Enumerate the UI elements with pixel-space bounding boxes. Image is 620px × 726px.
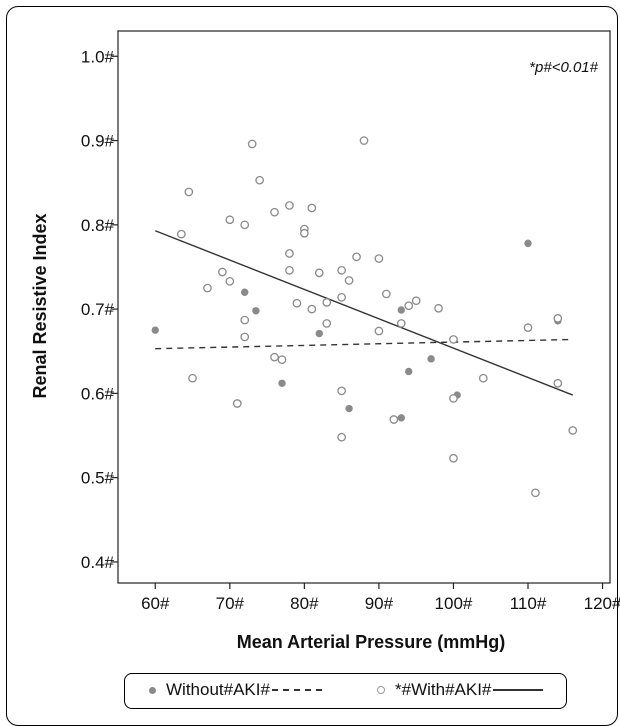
open-data-point [285,265,294,275]
y-tick-label: 1.0# [81,47,115,66]
legend-label: Without#AKI# [166,680,270,699]
open-data-point [232,399,242,408]
data-points [151,136,578,498]
x-tick-label: 80# [290,594,319,613]
open-data-point [449,453,458,463]
open-data-point [322,319,332,328]
filled-data-point [397,414,405,422]
open-data-point [240,315,250,325]
significance-annotation: *p#<0.01# [529,59,598,76]
open-data-point [344,276,354,285]
open-data-point [218,267,227,277]
dashed-trend-line [155,338,573,350]
y-tick-label: 0.4# [81,553,115,572]
y-tick-label: 0.6# [81,384,115,403]
open-data-point [307,203,317,213]
open-data-point [300,228,309,238]
open-data-point [553,378,563,388]
filled-data-point [315,329,323,338]
y-tick-label: 0.5# [81,469,115,488]
open-data-point [449,335,458,344]
open-circle-marker-icon [377,686,385,694]
y-axis-title: Renal Resistive Index [30,213,50,398]
legend-label: *#With#AKI# [395,680,492,699]
open-data-point [478,373,488,383]
open-data-point [270,207,279,217]
legend-item-with-aki: *#With#AKI# [377,680,544,700]
open-data-point [434,303,443,313]
open-data-point [523,323,533,332]
open-data-point [396,319,406,328]
open-data-point [553,314,563,323]
filled-data-point [397,306,405,314]
open-data-point [337,432,346,442]
open-data-point [337,292,346,302]
y-axis-ticks: 0.4# 0.5# 0.6# 0.7# 0.8# 0.9# 1.0# [81,47,118,572]
open-data-point [184,187,194,197]
open-data-point [568,426,578,435]
dashed-line-icon [271,689,322,691]
filled-data-point [278,379,286,387]
open-data-point [203,283,212,293]
filled-data-point [427,355,435,363]
open-data-point [240,220,250,230]
open-data-point [374,254,384,263]
y-tick-label: 0.7# [81,300,115,319]
x-tick-label: 70# [216,594,245,613]
open-data-point [292,298,302,308]
scatter-chart: 0.4# 0.5# 0.6# 0.7# 0.8# 0.9# 1.0# 60# 70# 80# 90… [30,30,620,652]
open-data-point [337,386,346,396]
trend-lines [155,230,573,396]
filled-circle-marker-icon [149,686,156,694]
open-data-point [337,265,346,275]
x-tick-label: 120# [584,594,620,613]
y-tick-label: 0.8# [81,216,115,235]
open-data-point [374,326,384,336]
open-data-point [404,301,414,311]
open-data-point [225,276,235,286]
open-data-point [531,488,540,498]
open-data-point [188,373,197,383]
filled-data-point [151,326,159,334]
open-data-point [270,352,279,362]
legend-item-without-aki: Without#AKI# [149,680,322,700]
solid-trend-line [155,230,573,396]
open-data-point [255,175,264,185]
open-data-point [322,298,332,307]
open-data-point [352,252,361,262]
filled-data-point [405,367,413,376]
open-data-point [382,289,391,299]
x-axis-title: Mean Arterial Pressure (mmHg) [237,632,505,652]
open-data-point [277,355,287,365]
open-data-point [285,201,294,210]
x-tick-label: 110# [510,594,547,613]
open-data-point [225,215,235,225]
x-tick-label: 90# [365,594,394,613]
open-data-point [240,332,250,342]
open-data-point [359,136,369,145]
open-data-point [285,249,294,258]
filled-data-point [524,239,532,248]
filled-data-point [241,288,249,296]
open-data-point [177,229,186,239]
open-data-point [314,268,324,278]
x-axis-ticks: 60# 70# 80# 90# 100# 110# 120# [141,583,620,613]
legend: Without#AKI# *#With#AKI# [124,673,567,709]
open-data-point [411,296,421,306]
x-tick-label: 100# [435,594,473,613]
filled-data-point [252,307,260,315]
open-data-point [389,415,399,424]
open-data-point [307,304,317,314]
x-tick-label: 60# [141,594,170,613]
y-tick-label: 0.9# [81,132,115,151]
solid-line-icon [493,689,544,691]
filled-data-point [345,404,353,413]
open-data-point [247,139,257,149]
open-data-point [449,394,458,403]
plot-area-border [117,30,611,584]
